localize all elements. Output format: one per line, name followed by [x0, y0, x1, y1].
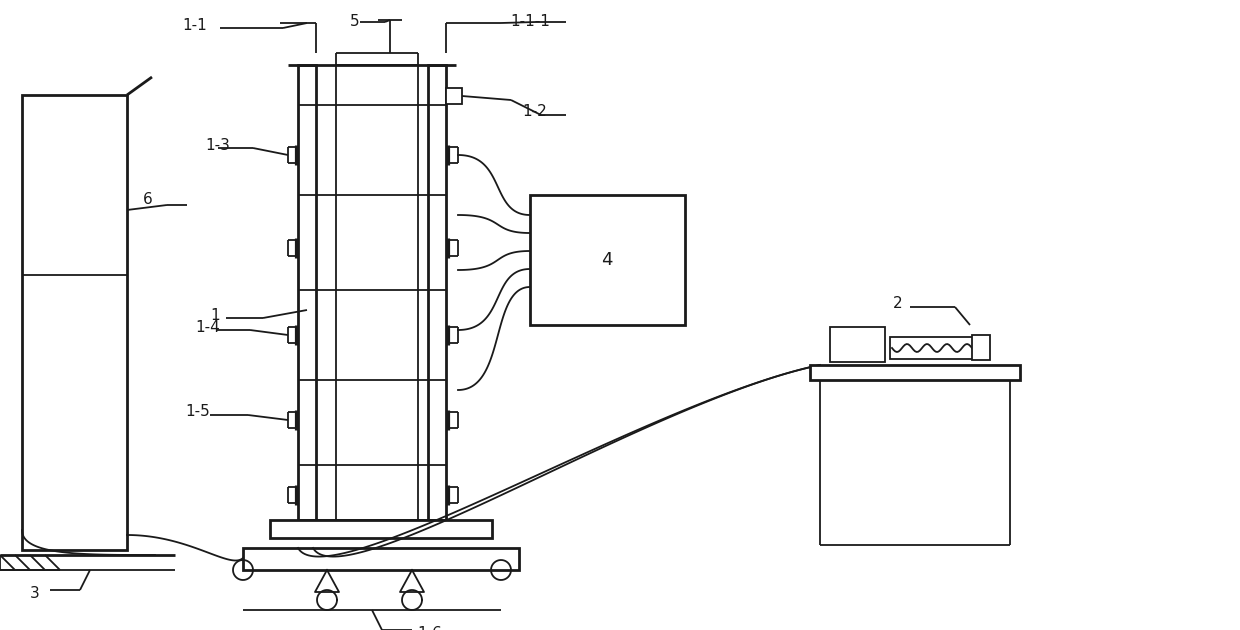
Text: 1-5: 1-5 — [186, 404, 211, 420]
Text: 1-3: 1-3 — [206, 137, 231, 152]
Bar — [428, 65, 446, 520]
Text: 5: 5 — [350, 14, 360, 30]
Text: 1-1-1: 1-1-1 — [510, 14, 549, 30]
Bar — [22, 95, 126, 550]
Bar — [529, 195, 684, 325]
Text: 1-6: 1-6 — [418, 626, 443, 630]
Bar — [890, 337, 975, 359]
Text: 6: 6 — [143, 193, 153, 207]
Bar — [298, 65, 316, 520]
Bar — [270, 520, 492, 538]
Text: 4: 4 — [601, 251, 613, 269]
Bar — [972, 335, 990, 360]
Text: 1-2: 1-2 — [522, 105, 547, 120]
Bar — [810, 365, 1021, 380]
Bar — [243, 548, 520, 570]
Bar — [830, 327, 885, 362]
Text: 3: 3 — [30, 585, 40, 600]
Text: 1-4: 1-4 — [196, 319, 221, 335]
Text: 1: 1 — [211, 307, 219, 323]
Bar — [336, 65, 418, 520]
Text: 2: 2 — [893, 295, 903, 311]
Text: 1-1: 1-1 — [182, 18, 207, 33]
Bar — [446, 88, 463, 104]
